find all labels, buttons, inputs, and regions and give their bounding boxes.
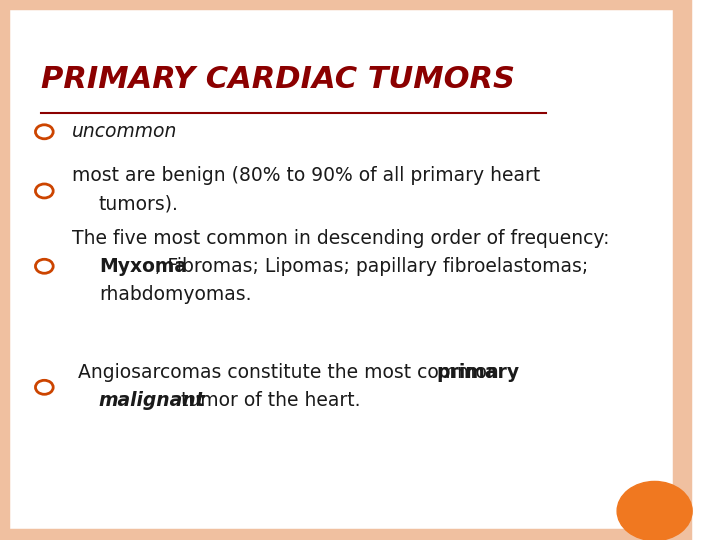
Text: most are benign (80% to 90% of all primary heart: most are benign (80% to 90% of all prima… <box>71 166 540 185</box>
Text: Myxoma: Myxoma <box>99 257 187 276</box>
Text: tumor of the heart.: tumor of the heart. <box>175 392 361 410</box>
Text: ; Fibromas; Lipomas; papillary fibroelastomas;: ; Fibromas; Lipomas; papillary fibroelas… <box>155 257 588 276</box>
Text: Angiosarcomas constitute the most common: Angiosarcomas constitute the most common <box>71 363 504 382</box>
Text: primary: primary <box>436 363 520 382</box>
Text: uncommon: uncommon <box>71 122 177 141</box>
Text: malignant: malignant <box>99 392 205 410</box>
Text: The five most common in descending order of frequency:: The five most common in descending order… <box>71 229 609 248</box>
Text: tumors).: tumors). <box>99 195 179 214</box>
Text: PRIMARY CARDIAC TUMORS: PRIMARY CARDIAC TUMORS <box>41 65 515 93</box>
Text: rhabdomyomas.: rhabdomyomas. <box>99 285 251 303</box>
Circle shape <box>617 482 692 540</box>
